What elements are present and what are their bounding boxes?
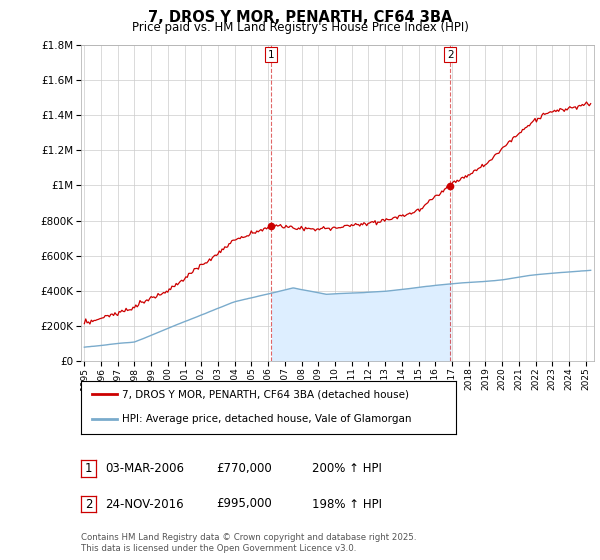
Text: £770,000: £770,000	[216, 462, 272, 475]
Text: 200% ↑ HPI: 200% ↑ HPI	[312, 462, 382, 475]
Text: 7, DROS Y MOR, PENARTH, CF64 3BA (detached house): 7, DROS Y MOR, PENARTH, CF64 3BA (detach…	[122, 389, 409, 399]
Text: 24-NOV-2016: 24-NOV-2016	[105, 497, 184, 511]
Text: 1: 1	[268, 49, 274, 59]
Text: 03-MAR-2006: 03-MAR-2006	[105, 462, 184, 475]
Text: HPI: Average price, detached house, Vale of Glamorgan: HPI: Average price, detached house, Vale…	[122, 414, 412, 424]
Text: 198% ↑ HPI: 198% ↑ HPI	[312, 497, 382, 511]
Text: Contains HM Land Registry data © Crown copyright and database right 2025.
This d: Contains HM Land Registry data © Crown c…	[81, 533, 416, 553]
Text: Price paid vs. HM Land Registry's House Price Index (HPI): Price paid vs. HM Land Registry's House …	[131, 21, 469, 34]
Text: 7, DROS Y MOR, PENARTH, CF64 3BA: 7, DROS Y MOR, PENARTH, CF64 3BA	[148, 10, 452, 25]
Text: £995,000: £995,000	[216, 497, 272, 511]
Text: 2: 2	[85, 497, 92, 511]
Text: 1: 1	[85, 462, 92, 475]
Text: 2: 2	[447, 49, 454, 59]
